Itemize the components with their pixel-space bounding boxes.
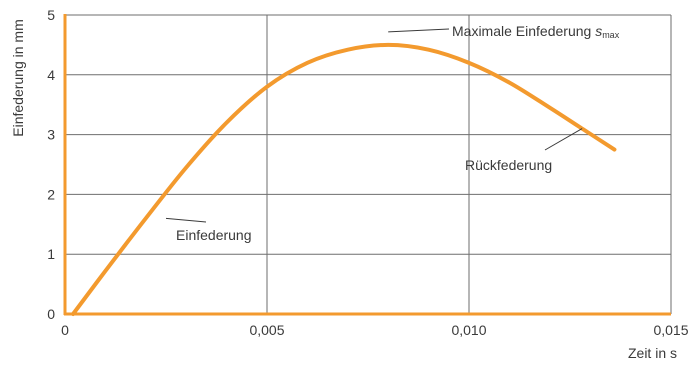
y-tick-label: 5 — [47, 7, 55, 23]
annotation-leader — [388, 28, 450, 33]
axes — [63, 14, 671, 316]
annotation-label: Rückfederung — [465, 157, 552, 173]
y-tick-label: 0 — [47, 306, 55, 322]
y-tick-label: 3 — [47, 127, 55, 143]
x-axis-label: Zeit in s — [628, 345, 677, 361]
annotations: Maximale Einfederung smax Rückfederung Ein… — [165, 23, 620, 243]
annotation-label: Einfederung — [176, 227, 252, 243]
grid — [65, 14, 672, 314]
annotation-leader — [544, 128, 583, 151]
y-axis-label: Einfederung in mm — [10, 19, 26, 137]
x-tick-label: 0 — [61, 322, 69, 338]
x-tick-label: 0,015 — [653, 322, 688, 338]
y-tick-label: 1 — [47, 246, 55, 262]
plot-area — [71, 42, 617, 316]
x-tick-label: 0,005 — [249, 322, 284, 338]
annotation-label: Maximale Einfederung smax — [452, 23, 620, 40]
deflection-curve — [71, 42, 617, 316]
x-tick-label: 0,010 — [451, 322, 486, 338]
annotation-leader — [165, 217, 207, 223]
tick-labels: 0 1 2 3 4 5 0 0,005 0,010 0,015 — [47, 7, 689, 338]
y-tick-label: 4 — [47, 67, 55, 83]
y-tick-label: 2 — [47, 186, 55, 202]
